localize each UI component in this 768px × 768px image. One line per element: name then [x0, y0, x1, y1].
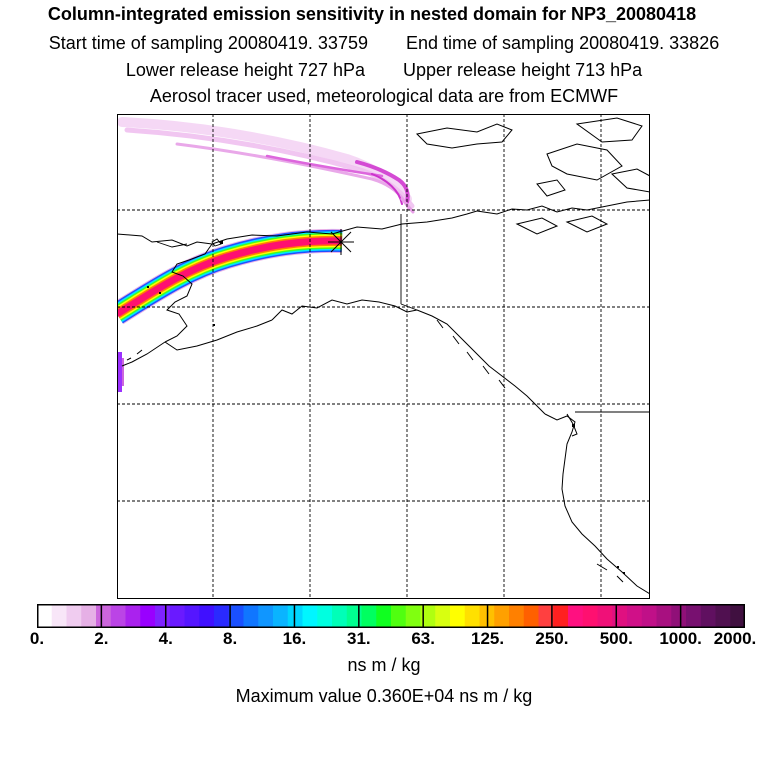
colorbar-cell	[346, 604, 362, 628]
colorbar-cell	[169, 604, 185, 628]
colorbar-cell	[81, 604, 97, 628]
colorbar-cell	[538, 604, 554, 628]
maximum-value-label: Maximum value 0.360E+04 ns m / kg	[235, 686, 533, 706]
edge-plume	[117, 352, 124, 392]
colorbar-cell	[96, 604, 112, 628]
colorbar-label: 31.	[346, 629, 371, 648]
colorbar-cell	[184, 604, 200, 628]
colorbar-cell	[509, 604, 525, 628]
colorbar-label: 2000.	[713, 629, 757, 648]
colorbar-cell	[450, 604, 466, 628]
colorbar-label: 0.	[29, 629, 45, 648]
colorbar-cell	[302, 604, 318, 628]
colorbar-cell	[494, 604, 510, 628]
colorbar-label: 63.	[411, 629, 435, 648]
colorbar-unit: ns m / kg	[347, 655, 421, 675]
colorbar-cell	[125, 604, 141, 628]
colorbar-cell	[641, 604, 657, 628]
coastlines	[117, 117, 650, 595]
colorbar-label: 16.	[282, 629, 307, 648]
main-plume	[117, 228, 343, 325]
map-panel	[117, 114, 650, 599]
colorbar-cell	[597, 604, 613, 628]
colorbar-cell	[228, 604, 244, 628]
release-height-line: Lower release height 727 hPa Upper releas…	[0, 60, 768, 81]
sampling-time-line: Start time of sampling 20080419. 33759 En…	[0, 33, 768, 54]
graticule	[117, 114, 650, 599]
colorbar	[37, 604, 745, 628]
colorbar-label: 500.	[599, 629, 633, 648]
asterisk-marker	[328, 229, 354, 255]
colorbar-cell	[51, 604, 67, 628]
colorbar-cell	[553, 604, 569, 628]
colorbar-cell	[523, 604, 539, 628]
colorbar-cell	[686, 604, 702, 628]
colorbar-label: 250.	[535, 629, 569, 648]
colorbar-cell	[700, 604, 716, 628]
colorbar-cell	[656, 604, 672, 628]
start-time-label: Start time of sampling 20080419. 33759	[48, 33, 368, 53]
colorbar-cell	[376, 604, 392, 628]
colorbar-cell	[273, 604, 289, 628]
colorbar-cell	[464, 604, 480, 628]
upper-plume	[117, 117, 415, 214]
colorbar-cells	[37, 604, 745, 628]
borders	[156, 214, 650, 413]
colorbar-cell	[361, 604, 377, 628]
colorbar-cell	[287, 604, 303, 628]
upper-release-label: Upper release height 713 hPa	[403, 60, 643, 80]
map-frame	[117, 114, 650, 599]
colorbar-cell	[715, 604, 731, 628]
colorbar-cell	[405, 604, 421, 628]
colorbar-frame	[37, 604, 745, 628]
colorbar-cell	[420, 604, 436, 628]
colorbar-label: 8.	[222, 629, 238, 648]
colorbar-cell	[332, 604, 348, 628]
colorbar-cell	[391, 604, 407, 628]
colorbar-cell	[37, 604, 53, 628]
colorbar-cell	[110, 604, 126, 628]
colorbar-labels: 0. 2. 4. 8. 16. 31. 63. 125. 250. 500. 1000. 2000.	[0, 629, 768, 651]
colorbar-label: 125.	[470, 629, 505, 648]
colorbar-cell	[612, 604, 628, 628]
end-time-label: End time of sampling 20080419. 33826	[405, 33, 720, 53]
tracer-info-line: Aerosol tracer used, meteorological data…	[149, 86, 619, 106]
colorbar-cell	[730, 604, 745, 628]
lower-release-label: Lower release height 727 hPa	[125, 60, 365, 80]
colorbar-cell	[243, 604, 259, 628]
colorbar-label: 4.	[158, 629, 173, 648]
colorbar-cell	[317, 604, 333, 628]
plot-title: Column-integrated emission sensitivity i…	[47, 4, 697, 24]
colorbar-major-ticks	[100, 604, 682, 628]
colorbar-cell	[627, 604, 643, 628]
colorbar-cell	[568, 604, 584, 628]
colorbar-cell	[140, 604, 156, 628]
colorbar-cell	[66, 604, 82, 628]
colorbar-cell	[199, 604, 215, 628]
colorbar-cell	[214, 604, 230, 628]
colorbar-label: 1000.	[659, 629, 702, 648]
colorbar-cell	[671, 604, 687, 628]
colorbar-cell	[258, 604, 274, 628]
colorbar-cell	[435, 604, 451, 628]
colorbar-cell	[582, 604, 598, 628]
colorbar-label: 2.	[94, 629, 109, 648]
islands	[147, 241, 625, 574]
colorbar-cell	[155, 604, 171, 628]
